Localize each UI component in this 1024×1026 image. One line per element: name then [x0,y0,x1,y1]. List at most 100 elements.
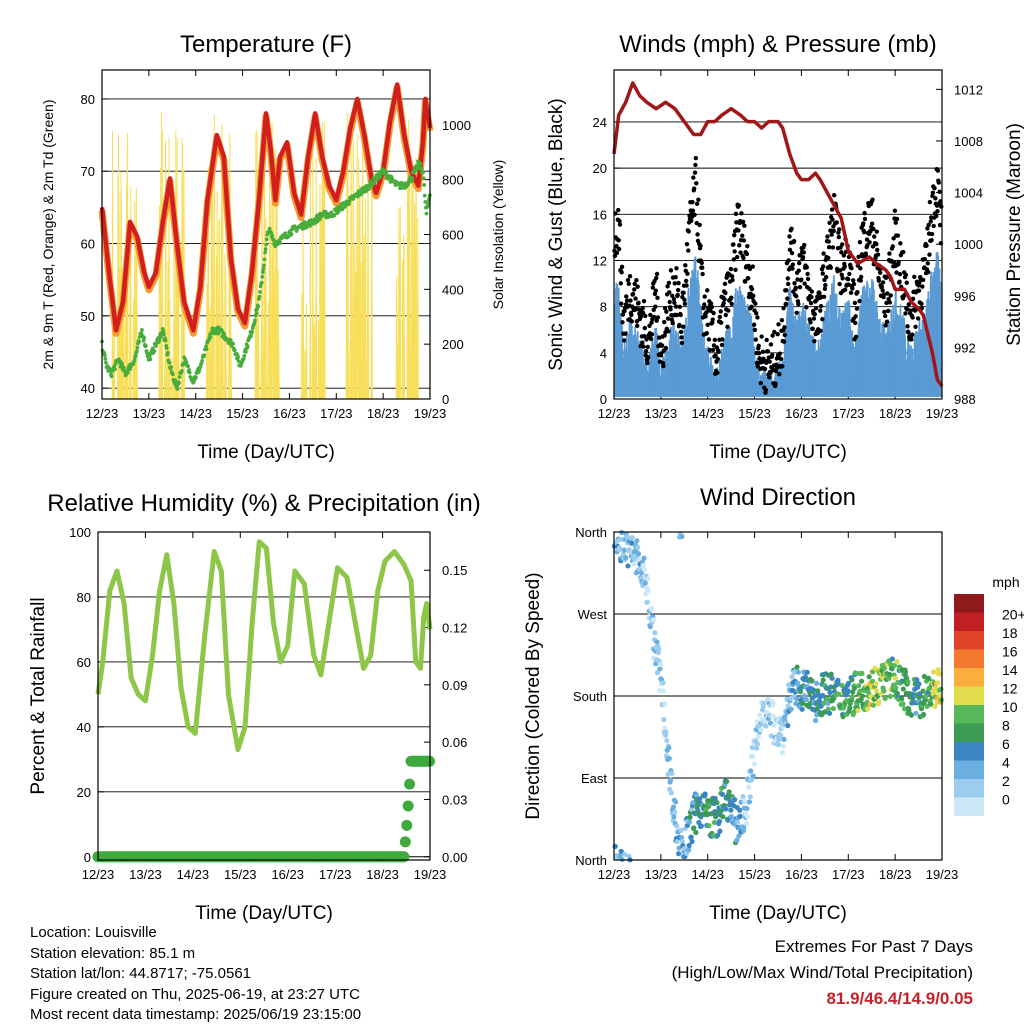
gust-point [871,226,876,232]
gust-point [692,170,698,175]
dewpoint-point [252,321,257,326]
y-tick-label: 4 [600,346,607,361]
station-info: Location: Louisville Station elevation: … [30,923,361,1026]
gust-point [937,222,943,228]
solar-spike [399,206,402,400]
gust-point [846,282,851,287]
gust-point [777,351,782,356]
gust-point [756,351,762,356]
y-tick-label: East [581,771,607,786]
solar-spike [349,149,353,400]
gust-point [933,196,938,201]
x-tick-label: 12/23 [598,406,631,421]
direction-point [688,834,694,840]
gust-point [799,277,804,282]
y-tick-label: 24 [593,115,607,130]
direction-point [740,793,746,800]
gust-point [619,301,624,306]
direction-point [780,743,786,749]
gust-point [898,241,903,246]
direction-point [686,842,692,849]
gust-point [749,304,754,310]
y2-axis-label: Solar Insolation (Yellow) [490,160,506,310]
dewpoint-point [141,338,146,343]
gust-point [729,295,734,300]
gust-point [821,251,826,256]
gust-point [841,253,847,258]
direction-point [743,821,750,827]
gust-point [649,332,655,337]
gust-point [616,238,621,243]
direction-point [635,551,642,557]
y-tick-label: 80 [81,92,95,107]
gust-point [903,311,908,316]
gust-point [818,303,824,309]
gust-point [627,274,633,279]
gust-point [916,288,922,293]
gust-point [753,301,758,306]
gust-point [823,283,828,288]
gust-point [703,314,708,319]
colorbar-label: 0 [1002,792,1010,808]
gust-point [616,207,621,213]
rainfall-point [399,836,411,848]
direction-point [666,745,672,751]
gust-point [817,291,822,296]
gust-point [777,371,782,377]
direction-point [742,798,748,805]
dewpoint-point [262,257,267,262]
gust-point [854,306,860,311]
dewpoint-point [135,345,140,350]
direction-point [928,701,934,707]
gust-point [780,364,785,369]
direction-point [676,845,682,851]
direction-point [931,669,937,675]
direction-point [693,792,699,798]
dewpoint-point [134,349,139,354]
dewpoint-point [143,343,148,348]
dewpoint-point [139,330,144,335]
gust-point [855,289,860,295]
y-tick-label: 40 [77,720,91,735]
gust-point [885,291,890,296]
station-location: Location: Louisville [30,924,157,941]
direction-point [674,823,680,829]
direction-point [803,697,809,703]
gust-point [624,298,630,303]
y2-tick-label: 0.06 [442,735,467,750]
direction-point [679,533,685,540]
direction-point [826,710,833,716]
direction-point [751,761,758,767]
y2-tick-label: 1012 [954,82,983,97]
gust-point [699,260,704,266]
gust-point [749,286,755,292]
direction-point [663,729,669,735]
chart-title: Wind Direction [700,484,856,511]
gust-point [679,335,684,340]
y2-tick-label: 0 [442,392,449,407]
series-station-pressure [612,81,944,388]
direction-point [813,717,819,724]
solar-spike [356,133,359,400]
gust-point [830,245,836,250]
direction-point [645,575,651,582]
gust-point [850,278,856,283]
gust-point [787,234,792,239]
gust-point [776,322,781,327]
gust-point [804,305,809,310]
solar-spike [213,114,216,400]
gust-point [693,155,699,161]
dewpoint-point [414,168,419,172]
gust-point [881,292,887,297]
gust-point [617,222,623,227]
gust-point [669,317,675,322]
gust-point [681,290,686,295]
gust-point [757,356,762,361]
y2-tick-label: 600 [442,228,464,243]
gust-point [730,277,735,283]
gust-point [790,266,795,271]
gust-point [782,325,787,330]
colorbar-swatch [954,668,984,687]
gust-point [765,349,771,354]
gust-point [903,272,909,278]
